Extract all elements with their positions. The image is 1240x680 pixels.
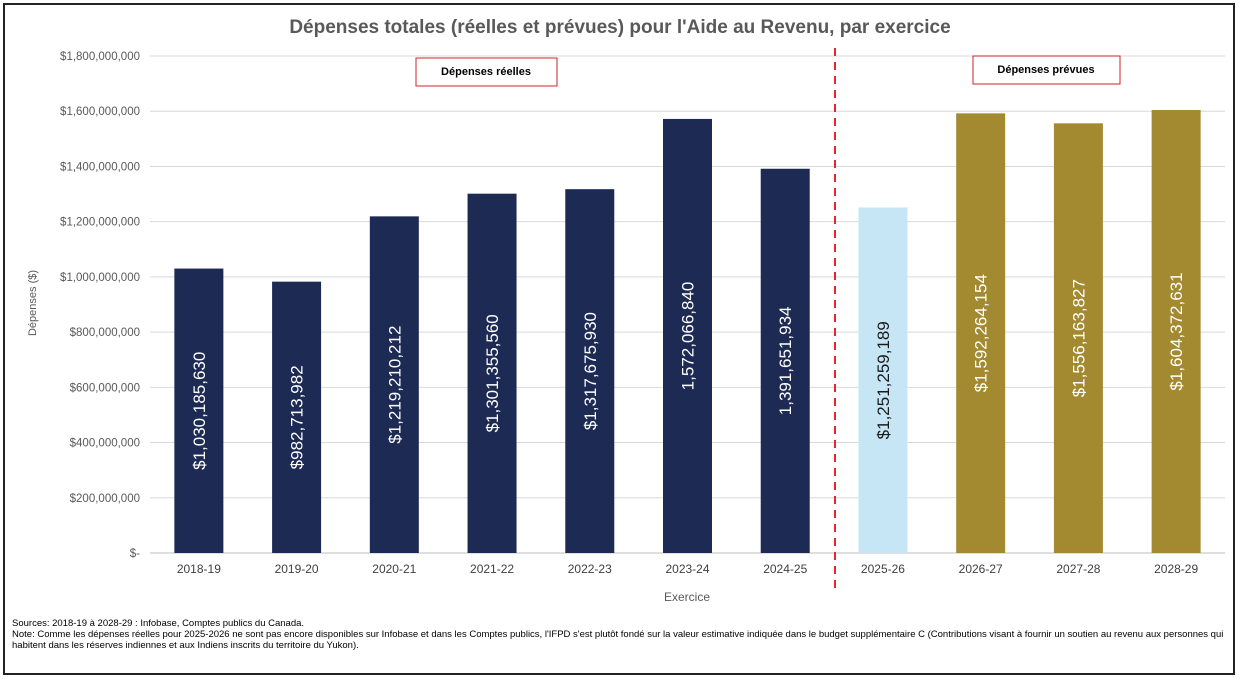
x-tick-label: 2018-19 <box>177 562 221 576</box>
y-tick-label: $1,400,000,000 <box>60 161 140 173</box>
chart-title: Dépenses totales (réelles et prévues) po… <box>289 17 950 38</box>
bar-value-label: 1,391,651,934 <box>776 307 795 416</box>
note-text: Note: Comme les dépenses réelles pour 20… <box>12 629 1224 651</box>
y-tick-label: $1,000,000,000 <box>60 272 140 284</box>
y-axis-ticks: $- $200,000,000 $400,000,000 $600,000,000 $8… <box>60 51 140 560</box>
bar-value-label: $1,030,185,630 <box>190 352 209 470</box>
x-axis-ticks: 2018-19 2019-20 2020-21 2021-22 2022-23 2023-… <box>177 562 1199 576</box>
annotation-planned-text: Dépenses prévues <box>997 64 1094 76</box>
bar <box>467 193 517 553</box>
x-axis-title: Exercice <box>664 590 710 604</box>
y-tick-label: $1,600,000,000 <box>60 106 140 118</box>
annotation-actual: Dépenses réelles <box>415 57 558 87</box>
bar <box>1151 110 1201 553</box>
bar-value-label: $1,219,210,212 <box>385 326 404 444</box>
bar-value-label: $1,604,372,631 <box>1167 272 1186 390</box>
bar <box>369 216 419 553</box>
bar-value-label: $1,592,264,154 <box>972 274 991 392</box>
bar <box>956 113 1006 553</box>
bar-value-label: $1,251,259,189 <box>874 321 893 439</box>
chart-notes: Sources: 2018-19 à 2028-29 : Infobase, C… <box>12 618 1227 651</box>
y-tick-label: $200,000,000 <box>70 493 140 505</box>
data-labels: $1,030,185,630 $982,713,982 $1,219,210,212… <box>190 272 1186 469</box>
y-axis-title: Dépenses ($) <box>27 270 39 336</box>
x-tick-label: 2025-26 <box>861 562 905 576</box>
bar-value-label: $982,713,982 <box>288 365 307 469</box>
sources-text: Sources: 2018-19 à 2028-29 : Infobase, C… <box>12 618 305 629</box>
bar-value-label: $1,556,163,827 <box>1069 279 1088 397</box>
gridlines <box>150 55 1225 554</box>
x-tick-label: 2028-29 <box>1154 562 1198 576</box>
x-tick-label: 2020-21 <box>372 562 416 576</box>
bar <box>565 189 615 553</box>
y-tick-label: $600,000,000 <box>70 382 140 394</box>
y-tick-label: $1,200,000,000 <box>60 217 140 229</box>
x-tick-label: 2027-28 <box>1056 562 1100 576</box>
bar <box>174 268 224 553</box>
x-tick-label: 2022-23 <box>568 562 612 576</box>
y-tick-label: $1,800,000,000 <box>60 51 140 63</box>
bar <box>1053 123 1103 554</box>
annotation-planned: Dépenses prévues <box>972 55 1121 85</box>
bar-value-label: 1,572,066,840 <box>679 282 698 391</box>
bar <box>272 281 322 553</box>
bar <box>760 168 810 553</box>
bars <box>174 110 1201 554</box>
x-tick-label: 2021-22 <box>470 562 514 576</box>
y-tick-label: $800,000,000 <box>70 327 140 339</box>
y-tick-label: $400,000,000 <box>70 438 140 450</box>
bar-value-label: $1,317,675,930 <box>581 312 600 430</box>
annotation-actual-text: Dépenses réelles <box>441 66 531 78</box>
bar <box>858 207 908 553</box>
x-tick-label: 2023-24 <box>665 562 709 576</box>
x-tick-label: 2019-20 <box>275 562 319 576</box>
bar <box>663 118 712 553</box>
x-tick-label: 2026-27 <box>959 562 1003 576</box>
y-tick-label: $- <box>130 548 140 560</box>
bar-value-label: $1,301,355,560 <box>483 314 502 432</box>
x-tick-label: 2024-25 <box>763 562 807 576</box>
